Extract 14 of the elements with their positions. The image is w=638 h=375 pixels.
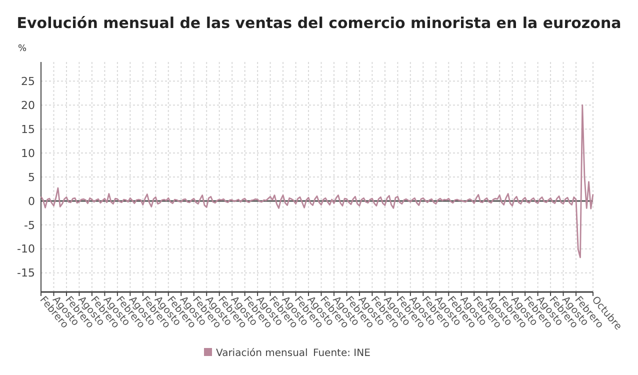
chart-title: Evolución mensual de las ventas del comercio minorista en la eurozona	[16, 14, 622, 32]
y-tick-label: 15	[21, 122, 35, 136]
y-tick-label: -5	[24, 218, 35, 232]
line-series	[40, 104, 594, 258]
y-tick-label: 20	[21, 98, 35, 112]
source-note: Fuente: INE	[313, 348, 370, 359]
y-tick-label: 0	[28, 194, 35, 208]
y-tick-label: -10	[17, 242, 35, 256]
y-tick-label: 10	[21, 146, 35, 160]
y-tick-label: 25	[21, 75, 35, 88]
y-tick-label: -15	[17, 266, 35, 280]
y-axis-title: %	[18, 44, 27, 54]
legend-label: Variación mensual	[216, 348, 308, 359]
y-tick-label: 5	[28, 170, 35, 184]
